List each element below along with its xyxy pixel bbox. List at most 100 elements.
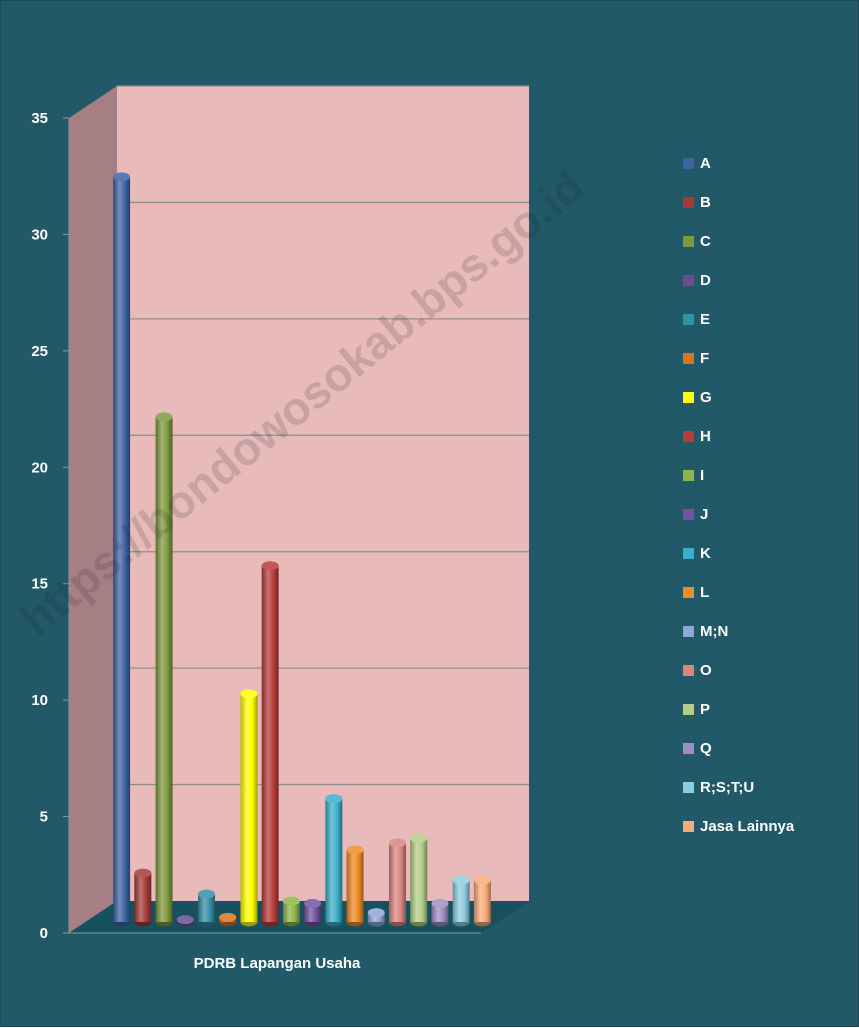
bar-g [240,689,258,927]
bar-body [155,416,173,922]
y-tick-label: 25 [31,343,48,360]
bar-top [134,868,152,878]
bar-p [410,833,428,927]
legend-label: K [700,545,711,562]
y-tick-label: 0 [40,925,48,942]
bar-e [198,889,215,927]
legend-label: O [700,662,712,679]
bar-top [452,875,470,885]
bar-body [389,842,406,922]
bar-body [325,798,343,922]
bar-jasa-lainnya [473,875,491,927]
bar-top [473,875,491,885]
bar-body [346,849,364,922]
bar-o [389,838,406,927]
bar-c [155,412,173,927]
legend-label: A [700,155,711,172]
bar-top [176,915,194,925]
bar-top [198,889,215,899]
y-tick-label: 10 [31,692,48,709]
legend-item: C [683,222,853,261]
bar-d [176,915,194,927]
legend-swatch [683,509,694,520]
bar-i [282,896,300,927]
legend-swatch [683,626,694,637]
bar-top [410,833,428,843]
bar-body [282,901,300,922]
legend-item: Jasa Lainnya [683,807,853,846]
legend-swatch [683,275,694,286]
bar-body [410,838,428,922]
legend-item: K [683,534,853,573]
legend-item: E [683,300,853,339]
gridlines [117,85,529,786]
bar-body [367,912,385,922]
bar-top [113,172,131,182]
legend-item: M;N [683,612,853,651]
legend-swatch [683,158,694,169]
legend-swatch [683,392,694,403]
bar-body [113,176,131,922]
legend-label: Jasa Lainnya [700,818,795,835]
x-axis-label: PDRB Lapangan Usaha [194,955,361,972]
legend: A B C D E F G H I J K L M;N O P Q R;S;T;U Jasa Lainnya [683,144,853,846]
bar-top [431,898,449,908]
bar-h [261,561,279,927]
back-wall [117,86,529,901]
bar-top [261,561,279,571]
legend-swatch [683,197,694,208]
legend-item: Q [683,729,853,768]
bar-top [240,689,258,699]
y-tick-label: 20 [31,459,48,476]
bar-body [452,880,470,922]
legend-item: H [683,417,853,456]
legend-label: R;S;T;U [700,779,755,796]
legend-swatch [683,821,694,832]
bar-a [113,172,131,927]
legend-label: D [700,272,711,289]
legend-item: J [683,495,853,534]
legend-item: A [683,144,853,183]
legend-label: I [700,467,705,484]
legend-label: P [700,701,711,718]
bar-top [367,908,385,918]
bar-body [473,880,491,922]
bar-m-n [367,908,385,927]
side-wall [69,86,117,933]
legend-swatch [683,548,694,559]
legend-item: F [683,339,853,378]
bar-body [431,903,449,922]
bar-top [282,896,300,906]
legend-item: I [683,456,853,495]
legend-item: O [683,651,853,690]
legend-item: R;S;T;U [683,768,853,807]
legend-swatch [683,587,694,598]
legend-label: B [700,194,711,211]
bar-top [155,412,173,422]
legend-swatch [683,704,694,715]
y-tick-label: 5 [40,809,48,826]
bar-body [240,693,258,922]
legend-item: P [683,690,853,729]
legend-swatch [683,236,694,247]
bar-top [219,912,237,922]
legend-label: F [700,350,710,367]
legend-swatch [683,743,694,754]
watermark: https://bondowosokab.bps.go.id [11,160,594,646]
legend-label: L [700,584,710,601]
bar-top [389,838,406,848]
legend-swatch [683,314,694,325]
legend-label: Q [700,740,712,757]
bar-body [198,894,215,922]
legend-swatch [683,782,694,793]
y-axis-ticks: 0 5 10 15 20 25 30 35 [31,110,69,942]
legend-label: G [700,389,712,406]
bars [113,172,491,927]
bar-top [325,794,343,804]
bar-f [219,912,237,927]
legend-swatch [683,665,694,676]
bar-body [134,873,152,922]
legend-label: E [700,311,711,328]
bar-b [134,868,152,927]
